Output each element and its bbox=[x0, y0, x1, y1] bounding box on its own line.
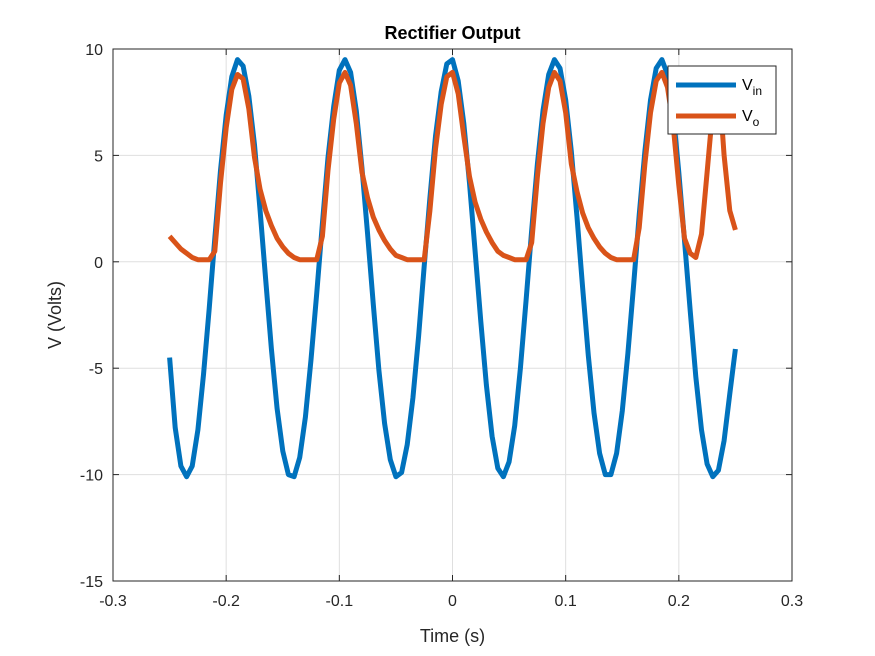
y-tick-label: 10 bbox=[85, 42, 103, 59]
legend-label-subscript: in bbox=[753, 84, 762, 98]
x-tick-label: 0.2 bbox=[668, 593, 690, 610]
ticks: -0.3 -0.2 -0.1 0 0.1 0.2 0.3 -15 -10 -5 0 5 10 bbox=[80, 42, 803, 610]
y-tick-label: 5 bbox=[94, 148, 103, 165]
x-tick-label: 0 bbox=[448, 593, 457, 610]
chart-title: Rectifier Output bbox=[384, 23, 520, 43]
x-tick-label: -0.3 bbox=[99, 593, 127, 610]
series-line-o bbox=[167, 69, 738, 263]
legend-label-subscript: o bbox=[753, 115, 760, 129]
series-layer bbox=[167, 57, 738, 480]
y-tick-label: -15 bbox=[80, 574, 103, 591]
legend-box bbox=[667, 65, 777, 135]
x-tick-label: -0.2 bbox=[212, 593, 240, 610]
y-tick-label: 0 bbox=[94, 255, 103, 272]
x-tick-label: -0.1 bbox=[326, 593, 354, 610]
y-tick-label: -10 bbox=[80, 468, 103, 485]
y-axis-label: V (Volts) bbox=[45, 281, 65, 349]
x-axis-label: Time (s) bbox=[420, 626, 485, 646]
x-tick-label: 0.1 bbox=[555, 593, 577, 610]
y-tick-label: -5 bbox=[89, 361, 103, 378]
x-tick-label: 0.3 bbox=[781, 593, 803, 610]
